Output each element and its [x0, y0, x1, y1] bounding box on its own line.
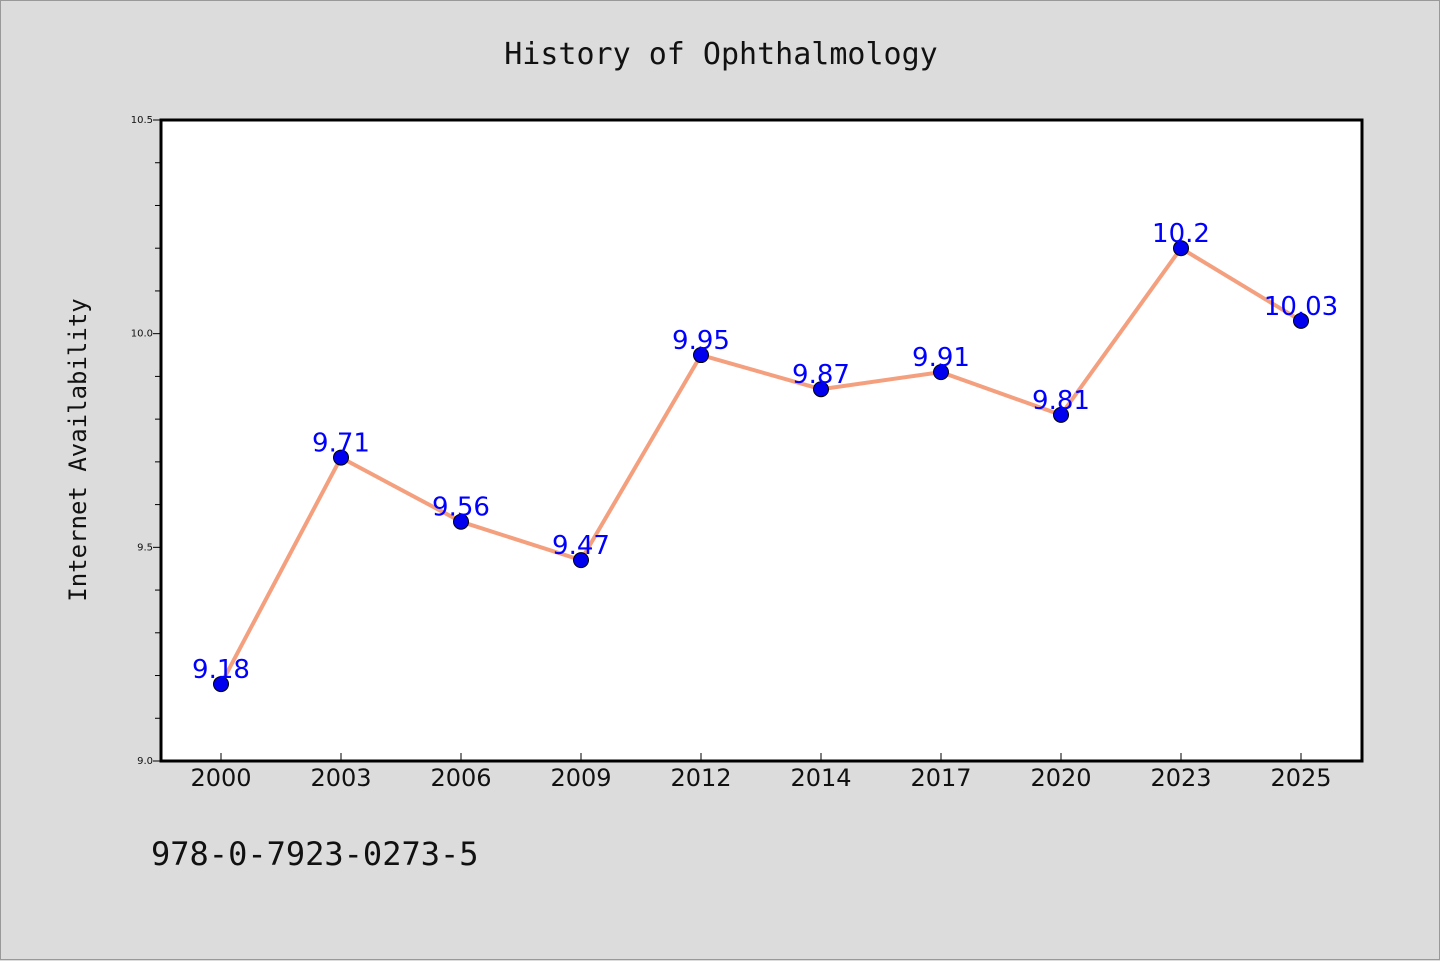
series-line	[219, 246, 1303, 686]
x-tick-label: 2025	[1270, 764, 1331, 792]
x-tick-label: 2017	[910, 764, 971, 792]
x-tick-label: 2023	[1150, 764, 1211, 792]
data-label: 9.56	[432, 493, 490, 523]
data-point	[573, 552, 589, 569]
data-labels: 9.18 9.71 9.56 9.47 9.95 9.87 9.91 9.81 10.2 10.0…	[192, 219, 1338, 685]
series-layer	[213, 240, 1309, 693]
x-tick-label: 2009	[550, 764, 611, 792]
y-tick-label: 9.0	[137, 756, 153, 767]
plot-area	[159, 118, 1364, 763]
data-point	[813, 381, 829, 398]
data-label: 9.18	[192, 655, 250, 685]
data-point	[1173, 240, 1189, 257]
y-axis-label: Internet Availability	[64, 298, 92, 601]
x-tick-label: 2020	[1030, 764, 1091, 792]
data-point	[933, 364, 949, 381]
chart-title: History of Ophthalmology	[504, 37, 937, 72]
data-label: 10.03	[1264, 292, 1338, 322]
y-tick-label: 10.5	[131, 115, 153, 126]
y-tick-label: 9.5	[137, 542, 153, 553]
data-label: 9.95	[672, 326, 730, 356]
x-tick-label: 2014	[790, 764, 851, 792]
x-tick-label: 2012	[670, 764, 731, 792]
data-point	[1293, 312, 1309, 329]
x-tick-label: 2000	[190, 764, 251, 792]
x-tick-label: 2006	[430, 764, 491, 792]
y-tick-label: 10.0	[131, 329, 153, 340]
data-point	[453, 513, 469, 530]
isbn-footnote: 978-0-7923-0273-5	[151, 835, 479, 873]
x-axis: 2000 2003 2006 2009 2012 2014 2017 2020 2023 2025	[190, 753, 1332, 792]
data-label: 9.91	[912, 343, 970, 373]
y-axis: 9.0 9.5 10.0 10.5	[131, 115, 161, 767]
data-label: 9.71	[312, 429, 370, 459]
data-point	[333, 449, 349, 466]
data-label: 10.2	[1152, 219, 1210, 249]
data-label: 9.47	[552, 531, 610, 561]
data-point	[693, 347, 709, 364]
data-point	[1053, 406, 1069, 423]
data-label: 9.81	[1032, 386, 1090, 416]
x-tick-label: 2003	[310, 764, 371, 792]
data-label: 9.87	[792, 360, 850, 390]
data-point	[213, 676, 229, 693]
